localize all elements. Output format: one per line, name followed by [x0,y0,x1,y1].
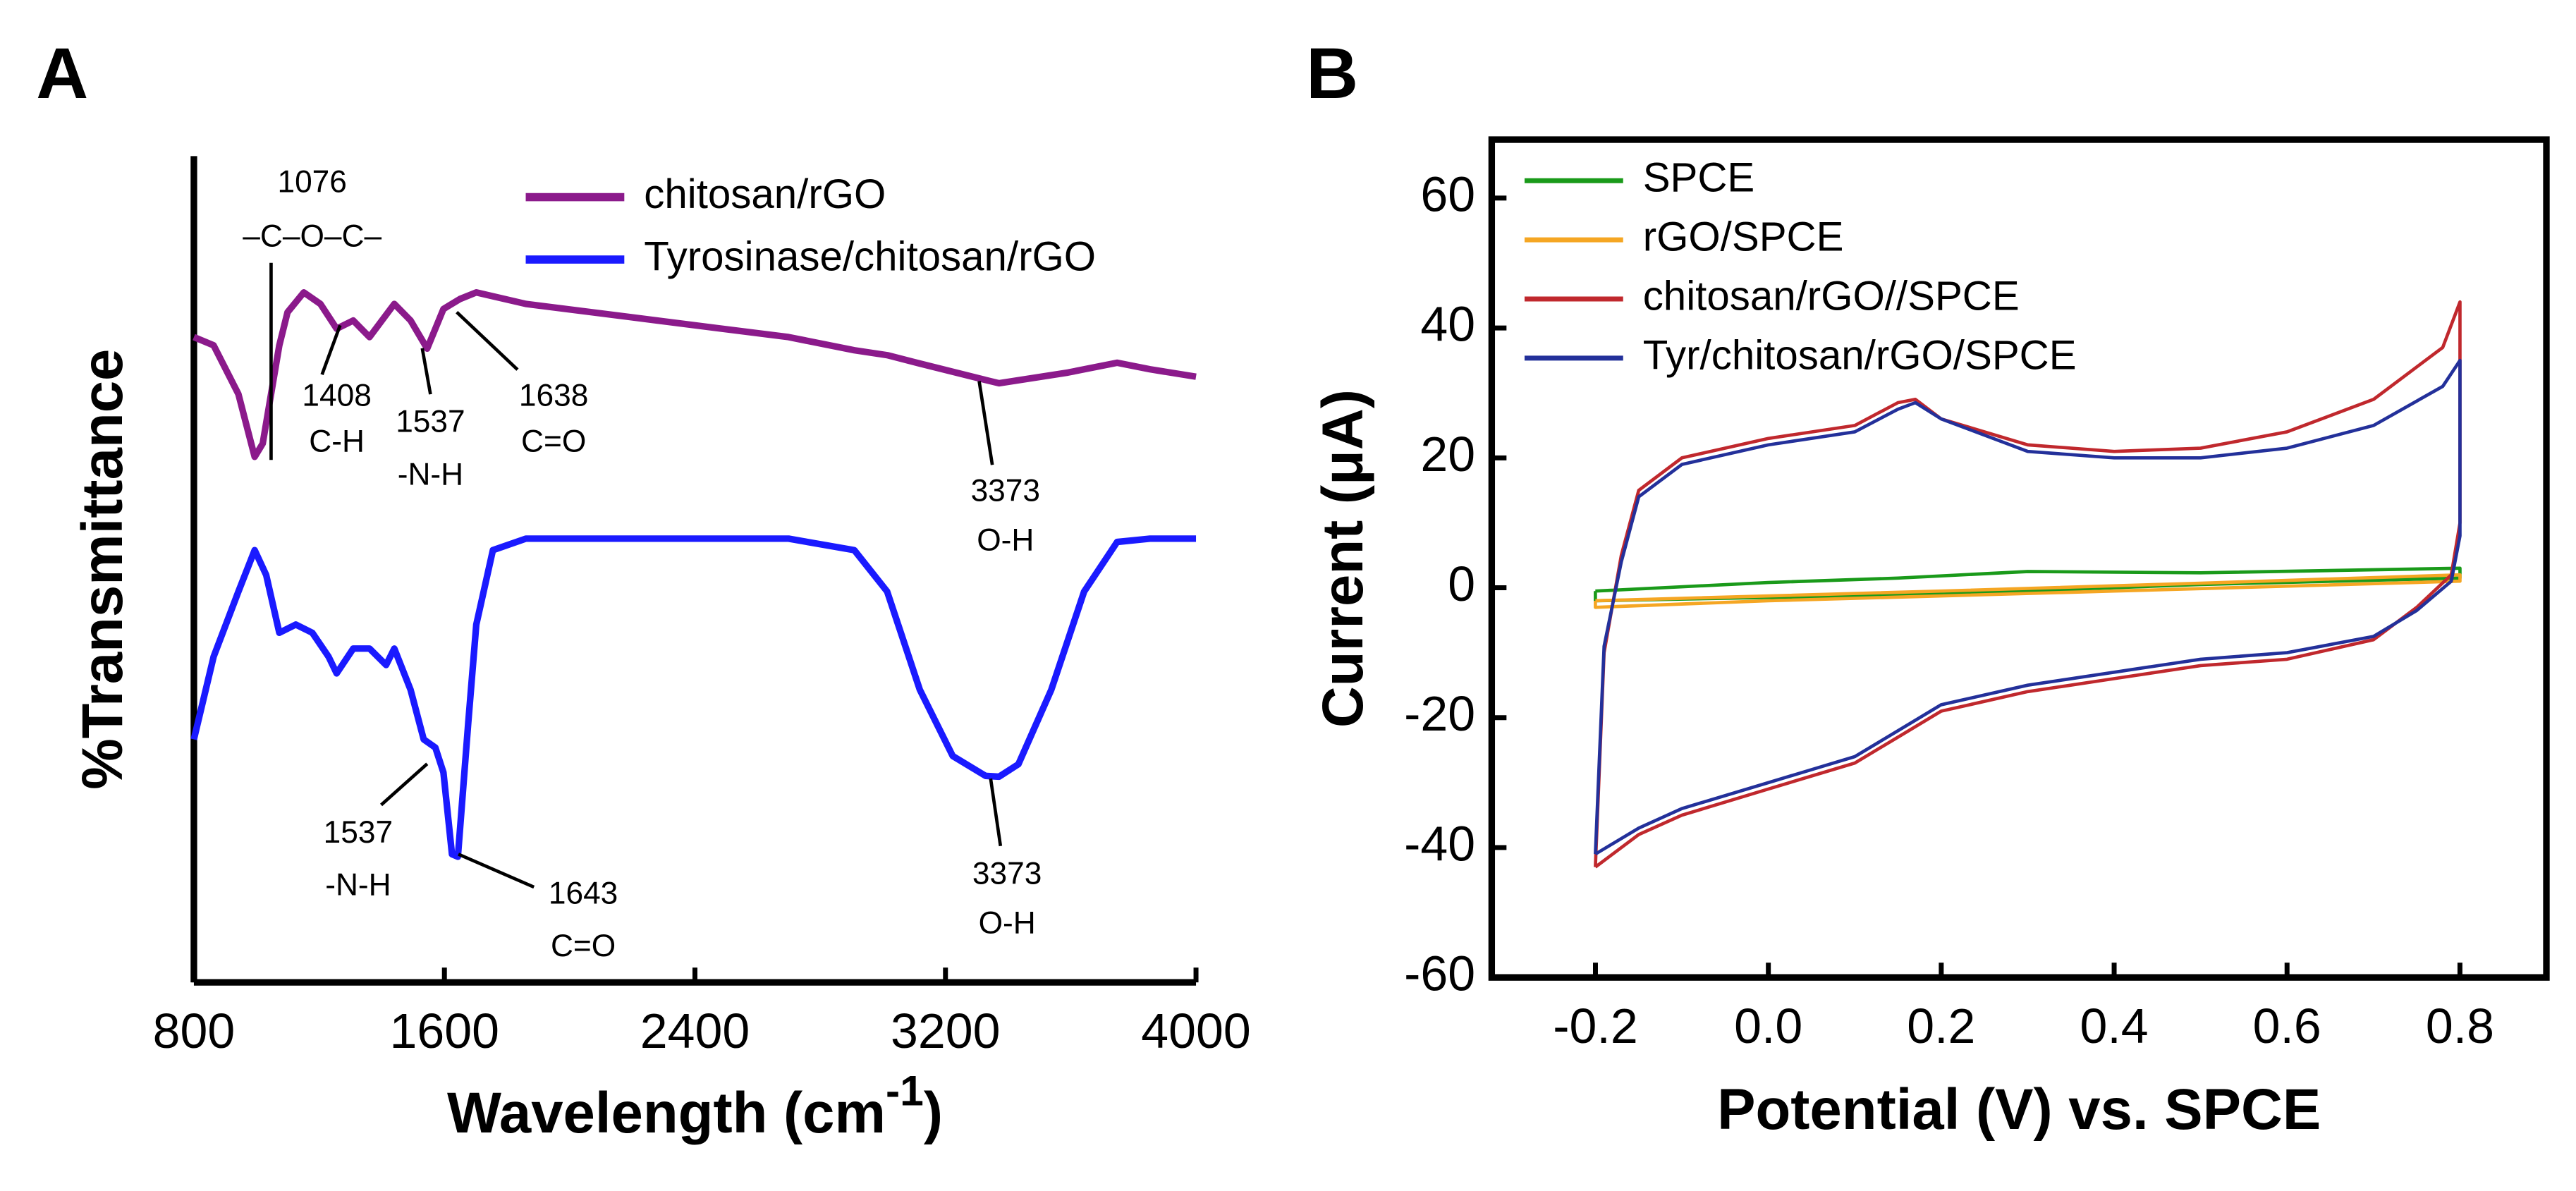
y-tick-label: 60 [1420,166,1475,221]
annotation-text: -N-H [398,457,463,491]
annotation-text: –C–O–C– [243,219,381,253]
x-axis-label: Wavelength (cm-1) [447,1067,943,1145]
y-tick-label: -60 [1404,946,1475,1001]
x-tick-label: -0.2 [1553,998,1637,1053]
annotation-pointer [420,348,432,395]
annotation-text: C-H [309,425,365,459]
y-tick-label: 0 [1448,556,1475,611]
annotation-pointer [456,310,519,371]
annotation-text: C=O [521,425,586,459]
x-tick-label: 0.6 [2253,998,2321,1053]
data-line [1594,573,2462,609]
annotation-text: -N-H [325,868,391,903]
annotation-label: 3373 [972,856,1042,891]
legend-label: chitosan/rGO [644,171,886,217]
annotation-label: 1537 [324,815,393,850]
annotation-label: 1076 [277,165,346,200]
data-line [1594,300,2462,869]
y-axis-label: %Transmittance [71,349,135,790]
y-tick-label: 40 [1420,297,1475,352]
x-axis-label-close: ) [924,1081,943,1145]
x-tick-label: 0.0 [1734,998,1802,1053]
y-axis-label: Current (μA) [1311,389,1375,728]
legend-label: Tyr/chitosan/rGO/SPCE [1643,332,2077,378]
x-tick-label: 3200 [891,1003,1000,1058]
annotation-label: 1638 [519,378,588,413]
annotation-pointer [989,778,1003,847]
y-tick-label: -40 [1404,816,1475,871]
data-line [1594,358,2462,856]
annotation-label: 1643 [549,876,618,910]
y-tick-label: -20 [1404,686,1475,741]
data-line [190,535,1197,860]
x-tick-label: 800 [153,1003,236,1058]
annotation-text: O-H [977,523,1034,557]
y-tick-label: 20 [1420,427,1475,482]
legend-label: Tyrosinase/chitosan/rGO [644,233,1096,279]
x-tick-label: 4000 [1141,1003,1250,1058]
annotation-pointer [379,762,429,807]
x-axis-label-text: Wavelength (cm [447,1081,886,1145]
panel-label: B [1306,32,1358,114]
x-tick-label: 0.8 [2426,998,2494,1053]
annotation-pointer [458,853,535,889]
x-axis-label: Potential (V) vs. SPCE [1717,1077,2321,1142]
annotation-pointer [320,324,342,375]
x-tick-label: 2400 [640,1003,750,1058]
x-tick-label: 0.2 [1907,998,1975,1053]
annotation-text: C=O [551,929,616,963]
plot-frame [1488,136,2550,981]
annotation-text: O-H [979,905,1036,940]
x-tick-label: 1600 [389,1003,499,1058]
x-axis-label-sup: -1 [886,1067,924,1115]
legend-label: rGO/SPCE [1643,214,1844,260]
panel-label: A [36,32,88,114]
annotation-label: 1408 [302,378,371,413]
legend-label: chitosan/rGO//SPCE [1643,273,2020,319]
legend-label: SPCE [1643,155,1755,201]
x-tick-label: 0.4 [2080,998,2148,1053]
annotation-label: 1537 [396,405,465,439]
annotation-pointer [977,381,994,465]
data-line [193,289,1197,460]
annotation-label: 3373 [971,474,1040,508]
